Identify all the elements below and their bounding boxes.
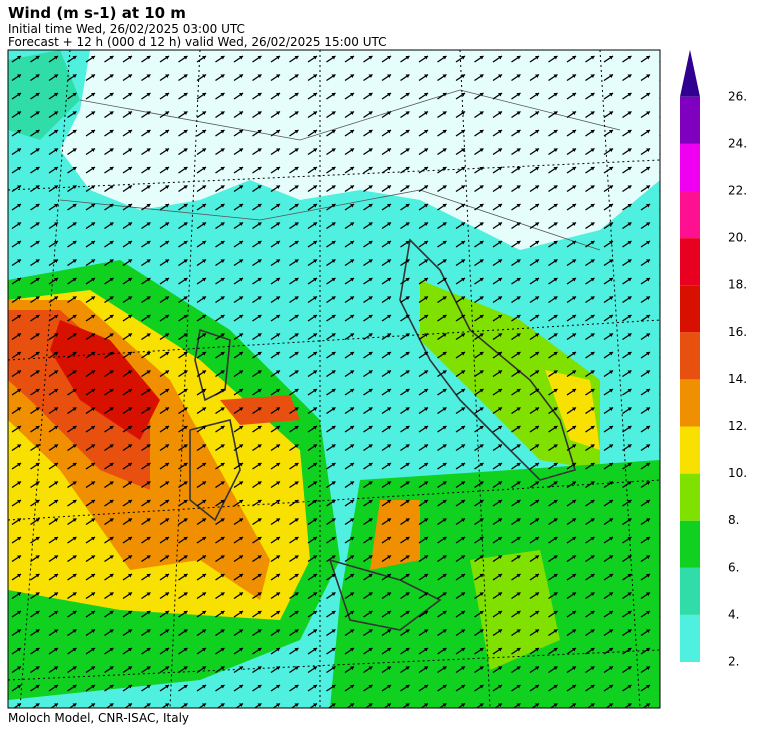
wind-field <box>8 50 660 708</box>
colorbar-label: 16. <box>728 325 747 339</box>
colorbar-band <box>680 238 700 286</box>
colorbar-label: 22. <box>728 184 747 198</box>
colorbar-arrow <box>680 49 700 97</box>
colorbar-label: 26. <box>728 89 747 103</box>
colorbar-label: 8. <box>728 513 739 527</box>
initial-time: Initial time Wed, 26/02/2025 03:00 UTC <box>8 22 245 36</box>
colorbar-label: 24. <box>728 136 747 150</box>
colorbar-label: 4. <box>728 607 739 621</box>
colorbar-label: 20. <box>728 231 747 245</box>
colorbar-band <box>680 379 700 427</box>
colorbar-band <box>680 520 700 568</box>
footer: Moloch Model, CNR-ISAC, Italy <box>8 711 189 725</box>
colorbar: 2. 4. 6. 8. 10. 12. 14. 16. 18. 20. 22. 24. 26. <box>680 49 747 669</box>
colorbar-band <box>680 567 700 615</box>
forecast-time: Forecast + 12 h (000 d 12 h) valid Wed, … <box>8 35 387 49</box>
colorbar-label: 12. <box>728 419 747 433</box>
colorbar-label: 14. <box>728 372 747 386</box>
colorbar-band <box>680 473 700 521</box>
map-frame <box>7 49 661 709</box>
colorbar-band <box>680 191 700 239</box>
colorbar-band <box>680 143 700 191</box>
colorbar-label: 10. <box>728 466 747 480</box>
colorbar-band <box>680 332 700 380</box>
colorbar-band <box>680 285 700 333</box>
colorbar-band <box>680 96 700 144</box>
colorbar-band <box>680 614 700 662</box>
title: Wind (m s-1) at 10 m <box>8 4 186 22</box>
colorbar-label: 18. <box>728 278 747 292</box>
colorbar-label: 2. <box>728 655 739 669</box>
colorbar-label: 6. <box>728 560 739 574</box>
colorbar-band <box>680 426 700 474</box>
